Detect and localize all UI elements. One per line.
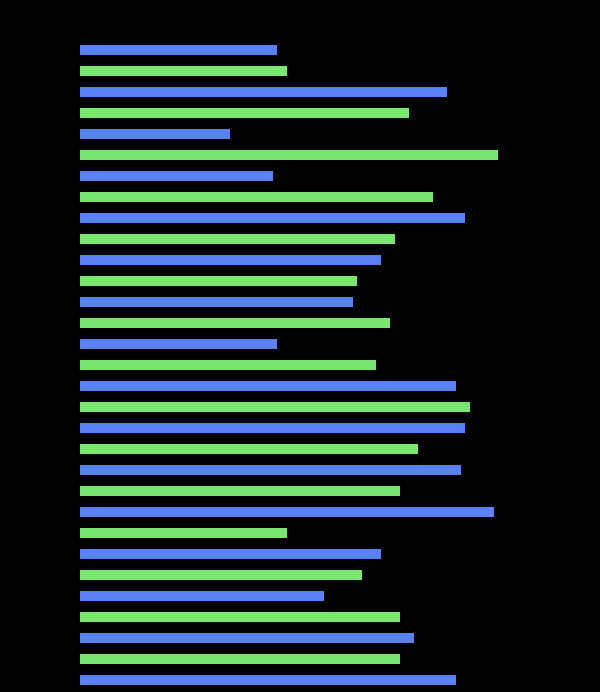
bar	[80, 654, 400, 664]
bar	[80, 318, 390, 328]
bar	[80, 192, 433, 202]
horizontal-bar-chart	[0, 0, 600, 692]
bar	[80, 87, 447, 97]
bar	[80, 528, 287, 538]
bar	[80, 255, 381, 265]
bar	[80, 276, 357, 286]
bar	[80, 360, 376, 370]
bar	[80, 402, 470, 412]
bar	[80, 129, 230, 139]
bar	[80, 234, 395, 244]
bar	[80, 507, 494, 517]
bar	[80, 465, 461, 475]
bar	[80, 150, 498, 160]
bar	[80, 591, 324, 601]
bar	[80, 297, 353, 307]
bar	[80, 633, 414, 643]
bar	[80, 66, 287, 76]
bar	[80, 486, 400, 496]
bar	[80, 444, 418, 454]
bar	[80, 339, 277, 349]
bar	[80, 381, 456, 391]
bar	[80, 612, 400, 622]
bar	[80, 549, 381, 559]
bar	[80, 675, 456, 685]
bar	[80, 108, 409, 118]
bar	[80, 213, 465, 223]
bar	[80, 171, 273, 181]
bar	[80, 423, 465, 433]
bar	[80, 570, 362, 580]
bar	[80, 45, 277, 55]
